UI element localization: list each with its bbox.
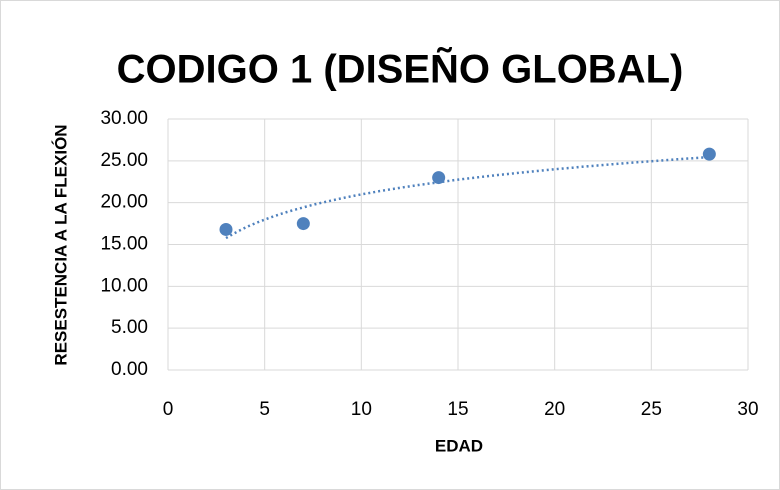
y-axis-label: RESESTENCIA A LA FLEXIÓN xyxy=(51,124,70,365)
x-axis-label: EDAD xyxy=(435,436,483,455)
x-tick-label: 20 xyxy=(544,399,565,420)
x-tick-label: 5 xyxy=(259,399,270,420)
y-tick-label: 0.00 xyxy=(111,359,148,380)
x-tick-label: 10 xyxy=(351,399,372,420)
x-tick-label: 0 xyxy=(163,399,174,420)
trendline xyxy=(225,155,710,240)
chart-title: CODIGO 1 (DISEÑO GLOBAL) xyxy=(117,46,684,92)
y-tick-label: 25.00 xyxy=(100,150,148,171)
x-tick-label: 15 xyxy=(447,399,468,420)
x-tick-label: 25 xyxy=(641,399,662,420)
point xyxy=(432,171,446,185)
point xyxy=(296,217,310,231)
y-tick-label: 20.00 xyxy=(100,192,148,213)
y-tick-label: 10.00 xyxy=(100,275,148,296)
x-tick-label: 30 xyxy=(737,399,758,420)
y-tick-label: 30.00 xyxy=(100,108,148,129)
y-tick-label: 5.00 xyxy=(111,317,148,338)
point xyxy=(702,147,716,161)
point xyxy=(219,222,233,236)
y-tick-label: 15.00 xyxy=(100,234,148,255)
